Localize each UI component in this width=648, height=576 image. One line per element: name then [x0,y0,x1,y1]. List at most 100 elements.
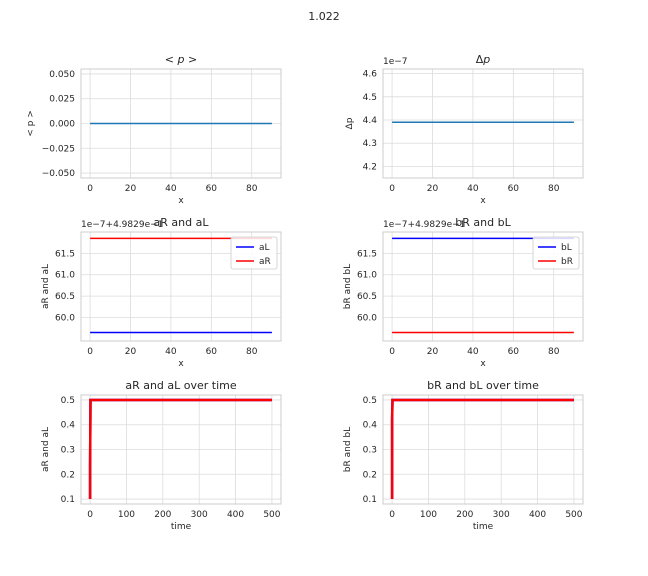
y-tick-label: 61.5 [357,249,377,259]
x-tick-label: 400 [227,510,244,520]
x-tick-label: 500 [263,510,280,520]
series-line-1 [390,398,574,499]
x-axis-label: x [178,196,184,206]
series-line-1 [88,398,272,499]
chart-title: aR and aL [154,216,210,229]
title-var: p [482,53,490,66]
y-tick-label: 0.2 [363,470,377,480]
y-tick-label: 61.5 [55,249,75,259]
x-tick-label: 60 [206,347,218,357]
y-tick-label: 0.3 [363,446,377,456]
chart-title: aR and aL over time [125,379,237,392]
chart-title: bR and bL [455,216,511,229]
chart-br-bl-time: 0 100 200 300 400 500 0.1 0.2 0.3 0.4 0.5 bR and bL… [343,379,584,532]
x-tick-label: 60 [508,184,520,194]
y-axis-label: bR and bL [343,264,353,309]
x-tick-label: 20 [427,184,439,194]
chart-ar-al: 0 20 40 60 80 60.0 60.5 61.0 61.5 aR and aL x aR an… [41,216,282,369]
title-right: > [184,53,197,66]
x-tick-label: 200 [456,510,473,520]
x-tick-label: 500 [565,510,582,520]
y-tick-label: 0.000 [49,120,75,130]
y-axis-label: < p > [26,110,36,137]
x-tick-label: 200 [154,510,171,520]
y-axis-label: Δp [345,117,355,129]
y-tick-label: 0.025 [49,95,75,105]
x-tick-label: 100 [420,510,437,520]
x-tick-label: 300 [191,510,208,520]
x-tick-label: 40 [165,347,177,357]
axes-frame [382,394,584,505]
chart-br-bl: 0 20 40 60 80 60.0 60.5 61.0 61.5 bR and bL x bR an… [343,216,584,369]
x-axis-label: x [178,359,184,369]
x-tick-label: 80 [548,347,560,357]
x-tick-label: 60 [508,347,520,357]
x-tick-label: 300 [493,510,510,520]
legend: aL aR [230,236,278,270]
x-tick-label: 0 [87,510,93,520]
y-axis-label: aR and aL [41,427,51,472]
y-tick-label: 0.5 [363,396,377,406]
x-tick-label: 0 [389,184,395,194]
axes-frame [382,68,584,179]
legend-label-aL: aL [259,243,270,253]
title-var: p [177,53,185,66]
x-tick-label: 40 [165,184,177,194]
y-tick-label: 60.0 [357,313,377,323]
axis-offset-text: 1e−7+4.9829e−1 [383,220,465,230]
chart-title: Δp [476,53,491,66]
x-tick-label: 60 [206,184,218,194]
y-tick-label: 4.5 [363,93,377,103]
x-tick-label: 80 [246,184,258,194]
x-tick-label: 0 [87,184,93,194]
y-tick-label: 0.4 [61,421,76,431]
chart-title: bR and bL over time [427,379,539,392]
y-axis-label: aR and aL [41,264,51,309]
y-tick-label: 0.2 [61,470,75,480]
x-tick-label: 80 [548,184,560,194]
y-tick-label: 0.3 [61,446,75,456]
y-tick-label: 4.4 [363,116,378,126]
y-tick-label: 60.0 [55,313,75,323]
y-tick-label: 4.6 [363,70,378,80]
chart-ar-al-time: 0 100 200 300 400 500 0.1 0.2 0.3 0.4 0.5 aR and aL… [41,379,282,532]
y-tick-label: 61.0 [357,271,377,281]
x-axis-label: time [171,522,192,532]
x-tick-label: 100 [118,510,135,520]
x-tick-label: 0 [389,510,395,520]
legend-label-aR: aR [259,257,271,267]
y-tick-label: −0.025 [42,144,75,154]
y-tick-label: 61.0 [55,271,75,281]
x-tick-label: 20 [427,347,439,357]
y-tick-label: 0.5 [61,396,75,406]
chart-title: < p > [165,53,197,66]
y-tick-label: 60.5 [55,292,75,302]
y-axis-label: bR and bL [343,427,353,472]
axis-offset-text: 1e−7+4.9829e−1 [81,220,163,230]
y-tick-label: 0.1 [61,495,75,505]
y-tick-label: 60.5 [357,292,377,302]
plot-area [383,69,583,178]
figure-suptitle: 1.022 [308,10,340,23]
title-left: Δ [476,53,484,66]
axes-frame [80,231,282,342]
x-tick-label: 0 [389,347,395,357]
axes-frame [382,231,584,342]
x-tick-label: 40 [467,184,479,194]
title-left: < [165,53,178,66]
x-tick-label: 20 [125,184,137,194]
x-tick-label: 40 [467,347,479,357]
legend-label-bL: bL [561,243,572,253]
axes-frame [80,394,282,505]
y-tick-label: 0.1 [363,495,377,505]
y-tick-label: 0.4 [363,421,378,431]
y-tick-label: 0.050 [49,70,75,80]
axes-frame [80,68,282,179]
x-axis-label: x [480,359,486,369]
legend-label-bR: bR [561,257,573,267]
x-tick-label: 20 [125,347,137,357]
x-axis-label: time [473,522,494,532]
chart-mean-p: 0 20 40 60 80 −0.050 −0.025 0.000 0.025 0.050 < p … [26,53,282,206]
x-tick-label: 80 [246,347,258,357]
